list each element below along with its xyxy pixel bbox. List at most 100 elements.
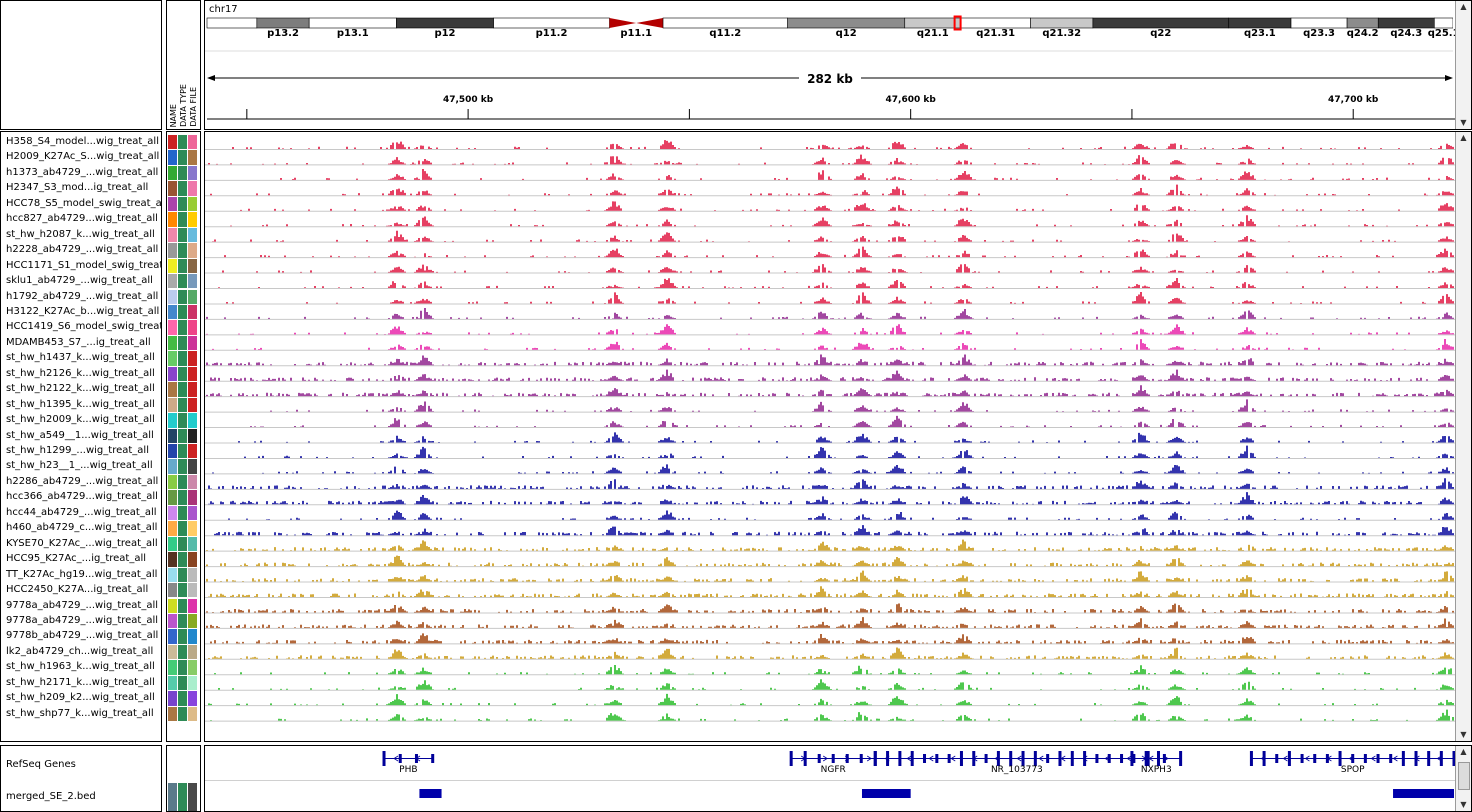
scroll-down-arrow-icon[interactable]: ▼ (1460, 800, 1467, 809)
attribute-cell[interactable] (188, 274, 197, 289)
attribute-cell[interactable] (188, 320, 197, 335)
cytoband[interactable] (396, 17, 494, 29)
feature-scrollbar[interactable]: ▲ ▼ (1455, 746, 1471, 811)
scroll-thumb[interactable] (1458, 762, 1470, 790)
gene-model[interactable] (1249, 751, 1456, 766)
attribute-cell[interactable] (188, 505, 197, 521)
feature-track-name-bed[interactable]: merged_SE_2.bed (6, 791, 96, 802)
gene-model[interactable] (1130, 751, 1183, 766)
attribute-cell[interactable] (178, 552, 187, 567)
attribute-cell[interactable] (178, 583, 187, 598)
attribute-cell[interactable] (188, 521, 197, 536)
attribute-cell[interactable] (168, 675, 177, 691)
attribute-cell[interactable] (168, 583, 177, 598)
attribute-cell[interactable] (178, 320, 187, 335)
signal-track[interactable] (205, 277, 1455, 289)
cytoband[interactable] (662, 17, 788, 29)
track-name[interactable]: MDAMB453_S7_...ig_treat_all (6, 336, 151, 348)
cytoband[interactable] (1228, 17, 1292, 29)
attribute-cell[interactable] (188, 660, 197, 675)
attribute-cell[interactable] (168, 196, 177, 212)
attribute-cell[interactable] (168, 629, 177, 644)
attribute-header-data-type[interactable]: DATA TYPE (179, 84, 188, 127)
attribute-cell[interactable] (168, 644, 177, 660)
scroll-down-arrow-icon[interactable]: ▼ (1460, 118, 1467, 127)
attribute-cell[interactable] (168, 351, 177, 366)
track-name[interactable]: H2347_S3_mod...ig_treat_all (6, 182, 149, 194)
attribute-cell[interactable] (188, 413, 197, 428)
cytoband[interactable] (1092, 17, 1230, 29)
attribute-cell[interactable] (178, 212, 187, 227)
signal-track[interactable] (205, 603, 1455, 614)
attribute-cell[interactable] (178, 397, 187, 413)
signal-track[interactable] (205, 510, 1455, 521)
attribute-cell[interactable] (188, 351, 197, 366)
attribute-cell[interactable] (188, 583, 197, 598)
cytoband[interactable] (1346, 17, 1379, 29)
cytoband[interactable] (1434, 17, 1453, 29)
track-name[interactable]: st_hw_h2009_k...wig_treat_all (6, 414, 155, 426)
attribute-cell[interactable] (178, 135, 187, 150)
attribute-cell[interactable] (188, 474, 197, 490)
attribute-cell[interactable] (178, 258, 187, 274)
attribute-cell[interactable] (178, 490, 187, 505)
attribute-cell[interactable] (188, 181, 197, 196)
track-name[interactable]: st_hw_h2126_k...wig_treat_all (6, 367, 155, 379)
track-name[interactable]: st_hw_h1437_k...wig_treat_all (6, 352, 155, 364)
signal-track[interactable] (205, 464, 1455, 475)
attribute-cell[interactable] (178, 243, 187, 258)
attribute-cell[interactable] (168, 150, 177, 165)
attribute-cell[interactable] (178, 675, 187, 691)
attribute-cell[interactable] (188, 691, 197, 706)
attribute-cell[interactable] (168, 691, 177, 706)
cytoband[interactable] (256, 17, 310, 29)
attribute-cell[interactable] (178, 428, 187, 443)
signal-track[interactable] (205, 399, 1455, 413)
signal-track[interactable] (205, 264, 1455, 274)
attribute-cell[interactable] (188, 382, 197, 397)
signal-track[interactable] (205, 633, 1455, 645)
signal-track[interactable] (205, 215, 1455, 228)
attribute-cell[interactable] (188, 567, 197, 583)
attribute-cell[interactable] (168, 258, 177, 274)
attribute-cell[interactable] (178, 335, 187, 351)
feature-track-name-refseq[interactable]: RefSeq Genes (6, 759, 76, 770)
attribute-cell[interactable] (188, 613, 197, 629)
attribute-cell[interactable] (178, 150, 187, 165)
signal-track[interactable] (205, 354, 1455, 367)
cytoband[interactable] (787, 17, 906, 29)
attribute-cell[interactable] (188, 428, 197, 443)
track-name[interactable]: 9778a_ab4729_...wig_treat_all (6, 614, 159, 626)
attribute-cell[interactable] (168, 490, 177, 505)
signal-track[interactable] (205, 679, 1455, 691)
attribute-cell[interactable] (178, 366, 187, 382)
attribute-cell[interactable] (188, 552, 197, 567)
current-view-indicator[interactable] (953, 15, 962, 31)
track-name[interactable]: h2228_ab4729_...wig_treat_all (6, 244, 159, 256)
track-name[interactable]: st_hw_h1299_...wig_treat_all (6, 445, 149, 456)
header-scrollbar[interactable]: ▲ ▼ (1455, 1, 1471, 129)
signal-track[interactable] (205, 647, 1455, 660)
attribute-cell[interactable] (168, 227, 177, 243)
attribute-cell[interactable] (188, 304, 197, 320)
signal-track[interactable] (205, 184, 1455, 197)
attribute-cell[interactable] (178, 165, 187, 181)
track-name[interactable]: 9778a_ab4729_...wig_treat_all (6, 599, 159, 611)
track-name[interactable]: hcc827_ab4729...wig_treat_all (6, 213, 158, 225)
attribute-cell[interactable] (188, 629, 197, 644)
attribute-cell[interactable] (188, 150, 197, 165)
attribute-cell[interactable] (178, 413, 187, 428)
attribute-cell[interactable] (168, 397, 177, 413)
attribute-cell[interactable] (168, 552, 177, 567)
signal-track[interactable] (205, 664, 1455, 676)
attribute-cell[interactable] (178, 196, 187, 212)
scroll-up-arrow-icon[interactable]: ▲ (1460, 2, 1467, 11)
attribute-cell[interactable] (178, 613, 187, 629)
attribute-header-data-file[interactable]: DATA FILE (189, 87, 198, 127)
attribute-cell[interactable] (188, 335, 197, 351)
cytoband[interactable] (904, 17, 962, 29)
attribute-cell[interactable] (188, 196, 197, 212)
track-name[interactable]: st_hw_h209_k2...wig_treat_all (6, 692, 155, 704)
signal-track[interactable] (205, 308, 1455, 320)
attribute-cell[interactable] (178, 304, 187, 320)
